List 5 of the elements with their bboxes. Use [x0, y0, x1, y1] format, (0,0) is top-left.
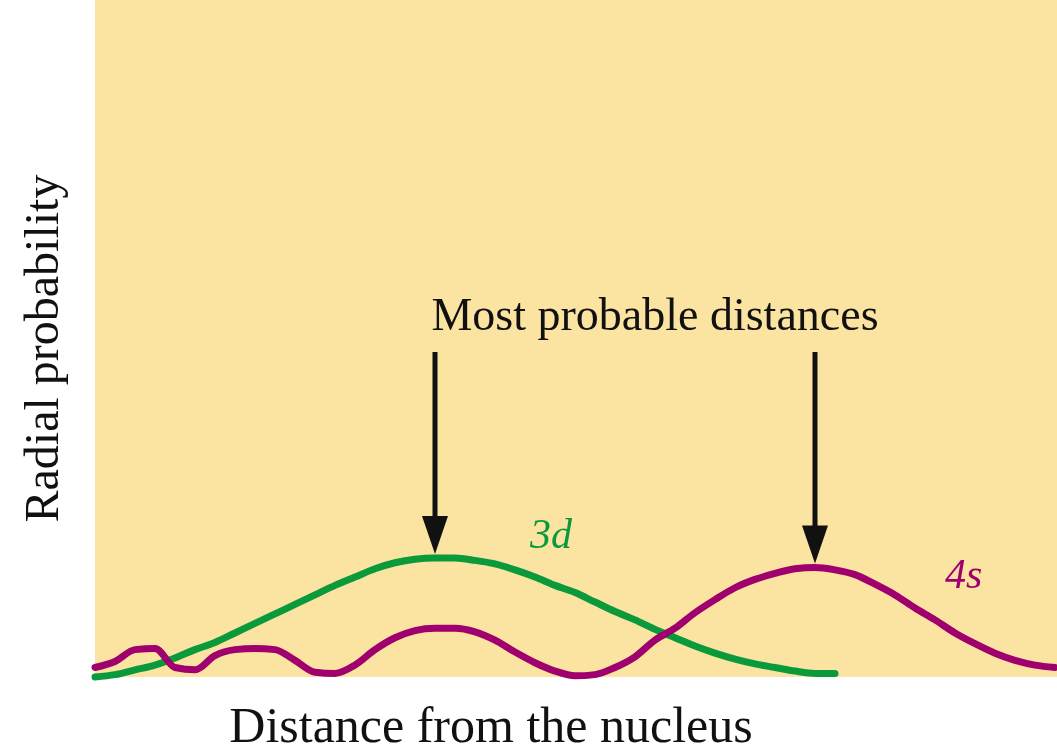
y-axis-title: Radial probability — [15, 174, 68, 523]
text: Most probable distances — [431, 289, 879, 340]
x-axis-title: Distance from the nucleus — [229, 697, 753, 753]
series-label: 4s — [945, 550, 983, 597]
series-label: 3d — [529, 511, 573, 557]
